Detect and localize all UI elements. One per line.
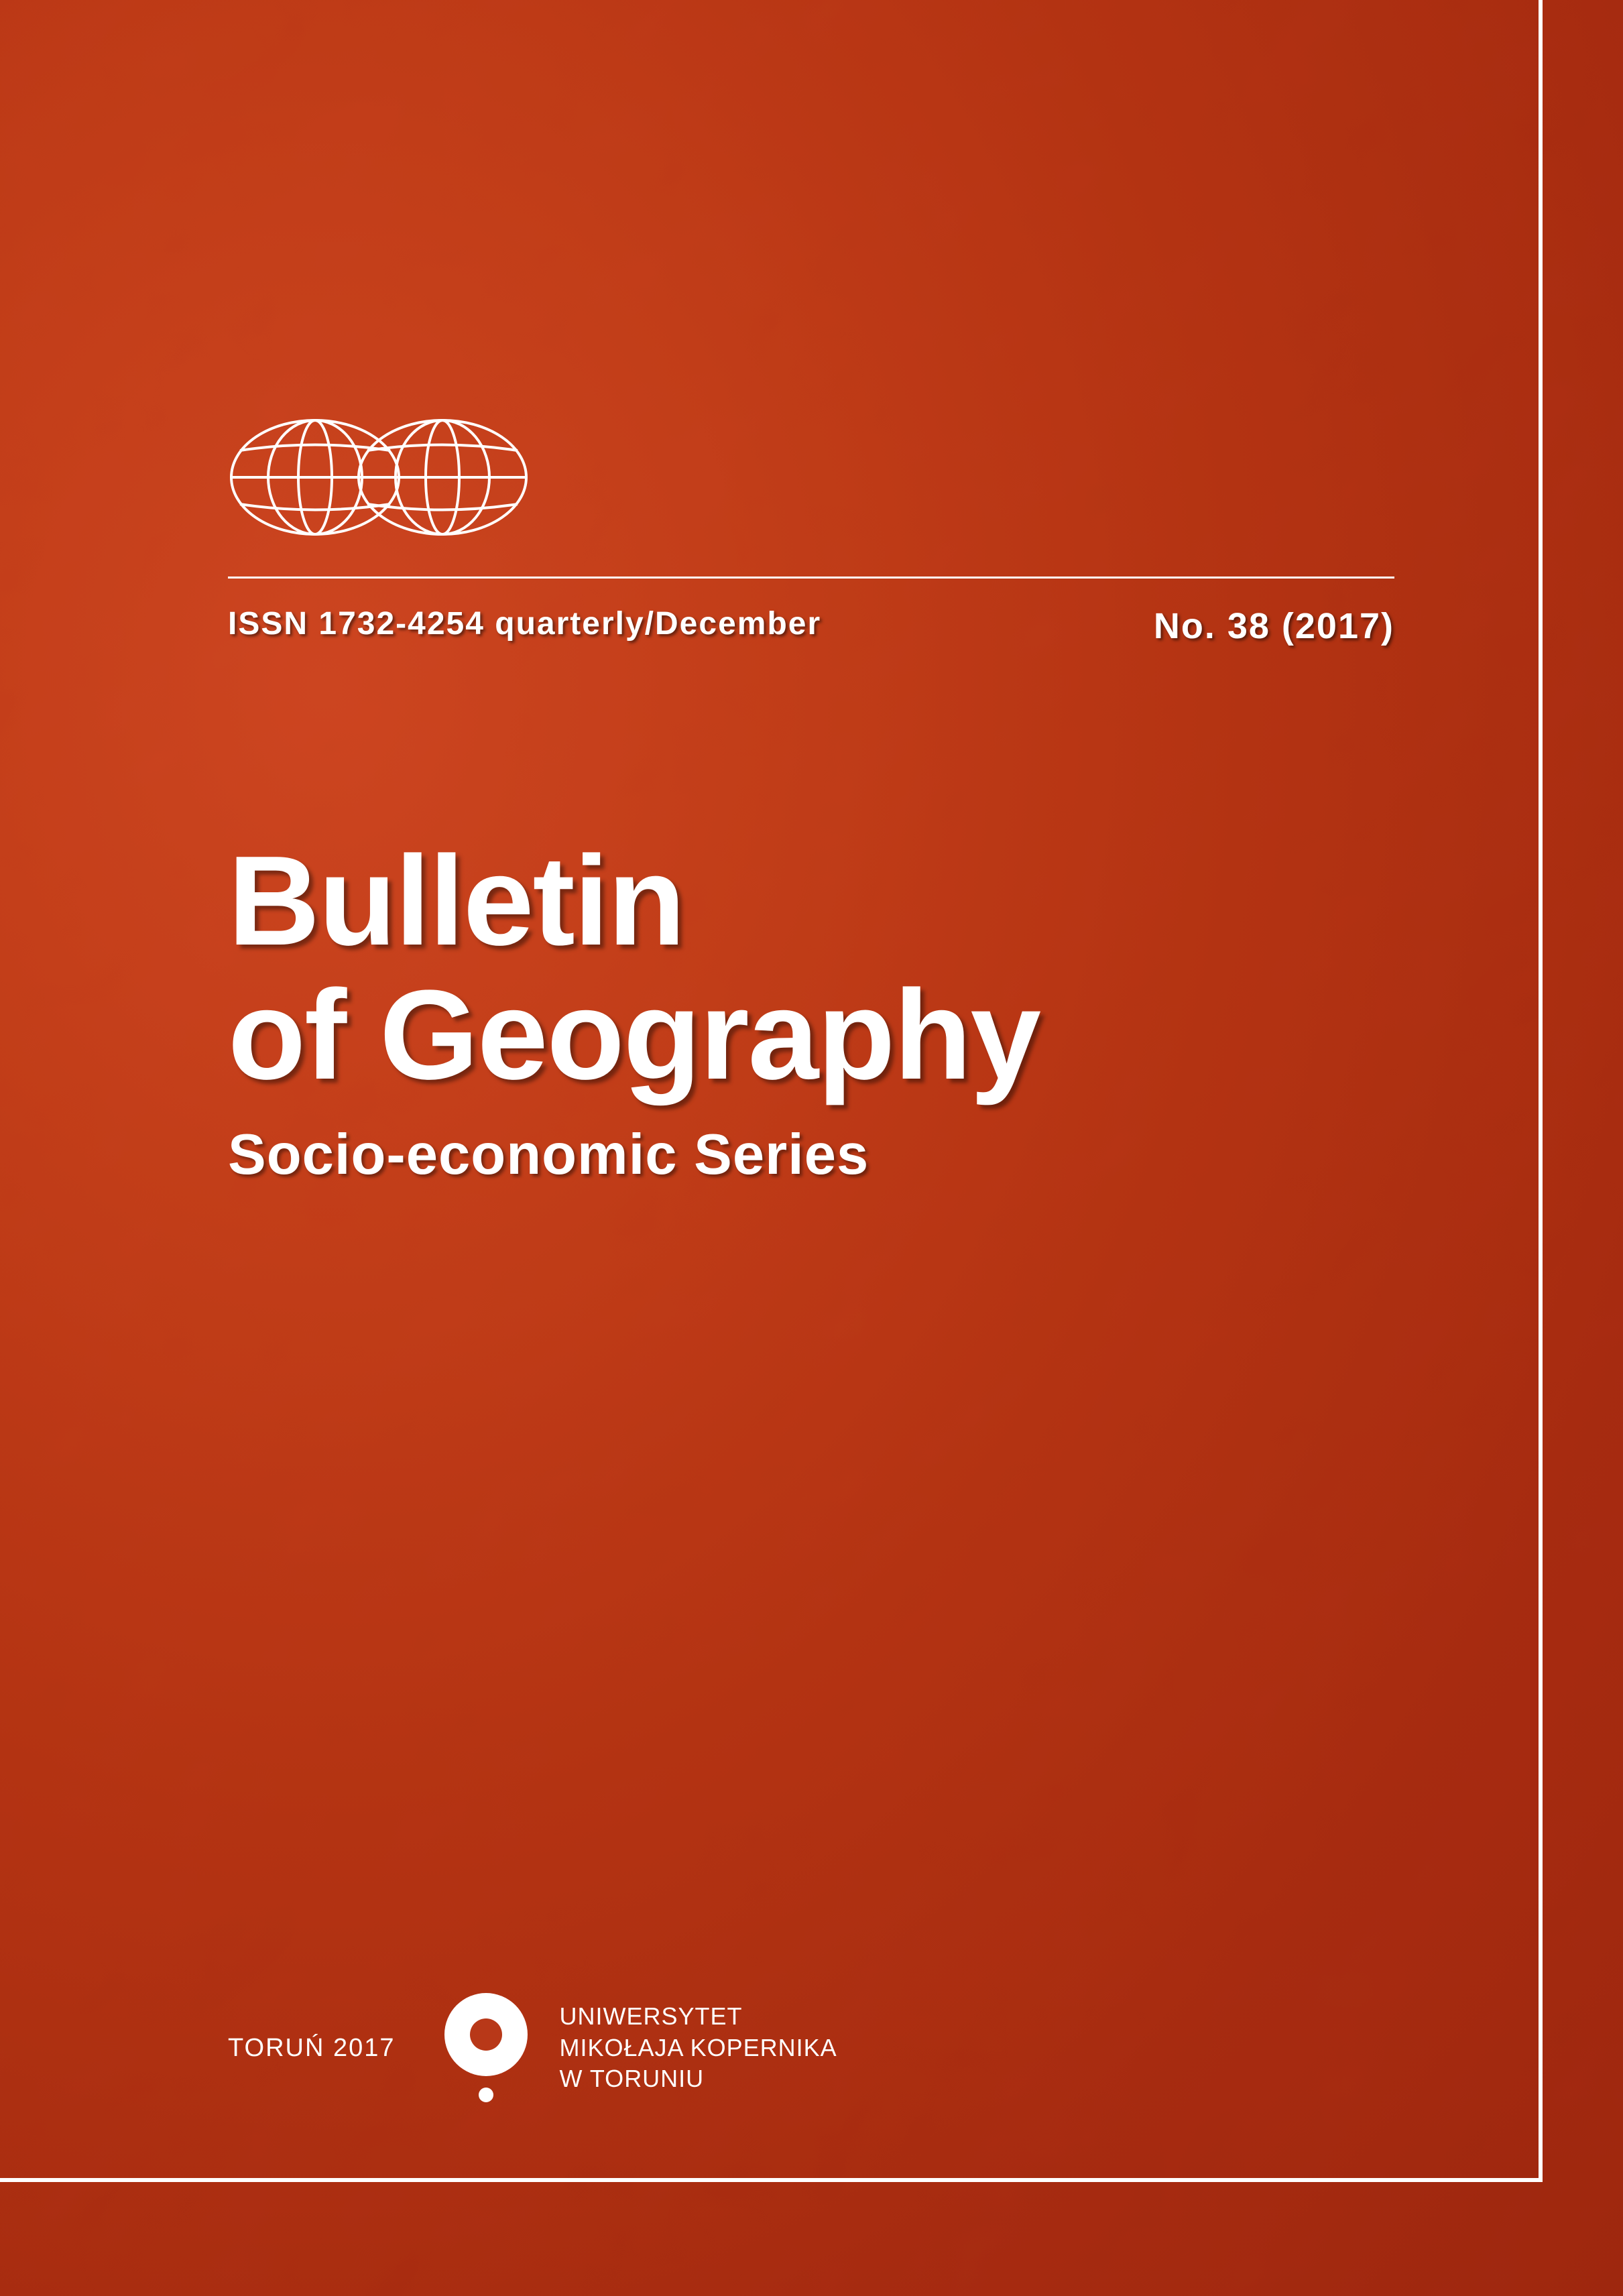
issn-number: ISSN 1732-4254: [228, 606, 485, 642]
issue-number: No. 38 (2017): [1154, 605, 1394, 647]
title-line-1: Bulletin: [228, 835, 1435, 969]
university-name: UNIWERSYTET MIKOŁAJA KOPERNIKA W TORUNIU: [560, 2001, 837, 2095]
issn-frequency-text: ISSN 1732-4254 quarterly/December: [228, 605, 821, 647]
footer-area: TORUŃ 2017 UNIWERSYTET MIKOŁAJA KOPERNIK…: [228, 1988, 837, 2108]
double-globe-icon: [228, 416, 530, 540]
frequency-text: quarterly/December: [495, 606, 821, 642]
title-block: Bulletin of Geography Socio-economic Ser…: [228, 835, 1435, 1188]
university-line-3: W TORUNIU: [560, 2063, 837, 2095]
header-divider: [228, 577, 1394, 579]
journal-title: Bulletin of Geography: [228, 835, 1435, 1102]
title-line-2: of Geography: [228, 969, 1435, 1103]
journal-cover: ISSN 1732-4254 quarterly/December No. 38…: [0, 0, 1623, 2296]
journal-subtitle: Socio-economic Series: [228, 1122, 1435, 1188]
university-line-2: MIKOŁAJA KOPERNIKA: [560, 2033, 837, 2064]
issn-info-line: ISSN 1732-4254 quarterly/December No. 38…: [228, 605, 1394, 647]
content-area: ISSN 1732-4254 quarterly/December No. 38…: [228, 416, 1435, 1188]
university-logo-block: UNIWERSYTET MIKOŁAJA KOPERNIKA W TORUNIU: [436, 1988, 837, 2108]
globe-logo: [228, 416, 1435, 543]
university-line-1: UNIWERSYTET: [560, 2001, 837, 2033]
city-year-text: TORUŃ 2017: [228, 2034, 396, 2063]
university-emblem-icon: [436, 1988, 536, 2108]
